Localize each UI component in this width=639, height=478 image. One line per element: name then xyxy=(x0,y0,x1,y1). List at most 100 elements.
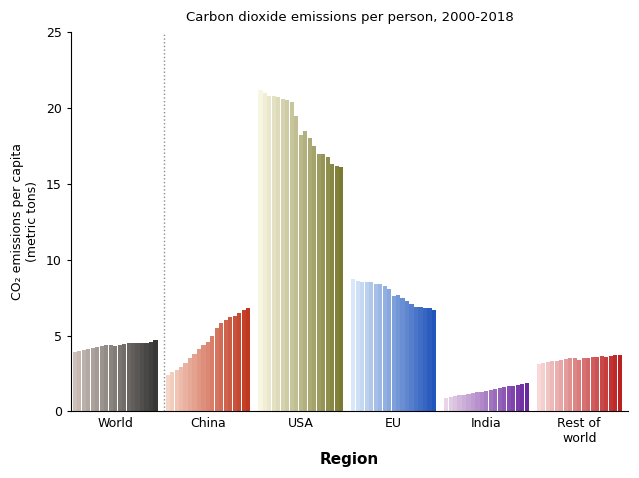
Bar xyxy=(351,280,355,412)
Bar xyxy=(272,96,276,412)
Bar xyxy=(317,153,321,412)
Bar xyxy=(122,344,126,412)
Bar xyxy=(307,139,312,412)
Bar xyxy=(183,363,188,412)
Bar xyxy=(599,356,604,412)
Bar xyxy=(414,307,418,412)
Bar xyxy=(140,343,144,412)
Bar xyxy=(267,96,272,412)
Bar xyxy=(321,153,325,412)
Bar xyxy=(480,391,484,412)
Bar xyxy=(233,316,237,412)
Bar xyxy=(135,343,139,412)
Bar xyxy=(174,369,179,412)
Bar xyxy=(206,342,210,412)
Bar xyxy=(219,324,224,412)
Bar xyxy=(330,164,334,412)
Bar xyxy=(520,384,525,412)
Bar xyxy=(617,355,622,412)
Bar xyxy=(493,389,497,412)
Bar xyxy=(516,385,520,412)
Bar xyxy=(166,375,170,412)
Bar xyxy=(335,166,339,412)
Bar xyxy=(466,394,470,412)
Y-axis label: CO₂ emissions per capita
(metric tons): CO₂ emissions per capita (metric tons) xyxy=(11,143,39,300)
Bar xyxy=(410,304,413,412)
Bar xyxy=(581,358,586,412)
Bar xyxy=(360,282,364,412)
Bar xyxy=(458,395,461,412)
Bar xyxy=(73,352,77,412)
Bar xyxy=(613,355,617,412)
Title: Carbon dioxide emissions per person, 2000-2018: Carbon dioxide emissions per person, 200… xyxy=(185,11,513,24)
Bar xyxy=(356,281,360,412)
Bar xyxy=(95,347,99,412)
Bar xyxy=(285,100,289,412)
Bar xyxy=(559,360,564,412)
Bar xyxy=(507,386,511,412)
Bar xyxy=(577,360,581,412)
Bar xyxy=(550,361,555,412)
Bar xyxy=(586,358,590,412)
Bar xyxy=(312,146,316,412)
Bar xyxy=(109,345,112,412)
Bar xyxy=(471,393,475,412)
Bar xyxy=(113,346,117,412)
Bar xyxy=(339,167,343,412)
Bar xyxy=(276,98,281,412)
Bar xyxy=(525,383,529,412)
Bar xyxy=(144,343,148,412)
X-axis label: Region: Region xyxy=(320,452,379,467)
Bar xyxy=(153,340,158,412)
Bar xyxy=(228,317,233,412)
Bar xyxy=(604,357,608,412)
Bar xyxy=(590,357,595,412)
Bar xyxy=(82,350,86,412)
Bar xyxy=(281,99,285,412)
Bar xyxy=(303,131,307,412)
Bar xyxy=(573,358,577,412)
Bar xyxy=(100,346,104,412)
Bar xyxy=(298,135,303,412)
Bar xyxy=(369,282,373,412)
Bar xyxy=(419,307,422,412)
Bar xyxy=(263,93,267,412)
Bar xyxy=(197,349,201,412)
Bar xyxy=(201,345,206,412)
Bar xyxy=(86,349,90,412)
Bar xyxy=(326,157,330,412)
Bar xyxy=(179,368,183,412)
Bar xyxy=(210,336,215,412)
Bar xyxy=(475,392,479,412)
Bar xyxy=(131,343,135,412)
Bar xyxy=(127,343,130,412)
Bar xyxy=(392,296,396,412)
Bar xyxy=(374,284,378,412)
Bar xyxy=(246,308,250,412)
Bar xyxy=(242,310,246,412)
Bar xyxy=(401,298,404,412)
Bar xyxy=(489,390,493,412)
Bar xyxy=(365,282,369,412)
Bar xyxy=(568,358,573,412)
Bar xyxy=(378,284,382,412)
Bar xyxy=(432,310,436,412)
Bar xyxy=(498,388,502,412)
Bar xyxy=(595,357,599,412)
Bar xyxy=(608,356,613,412)
Bar xyxy=(170,372,174,412)
Bar xyxy=(77,351,81,412)
Bar xyxy=(149,342,153,412)
Bar xyxy=(289,102,294,412)
Bar xyxy=(91,348,95,412)
Bar xyxy=(387,289,391,412)
Bar xyxy=(423,308,427,412)
Bar xyxy=(258,90,263,412)
Bar xyxy=(396,294,400,412)
Bar xyxy=(444,398,448,412)
Bar xyxy=(537,364,541,412)
Bar xyxy=(192,354,197,412)
Bar xyxy=(118,345,121,412)
Bar xyxy=(224,320,228,412)
Bar xyxy=(237,313,242,412)
